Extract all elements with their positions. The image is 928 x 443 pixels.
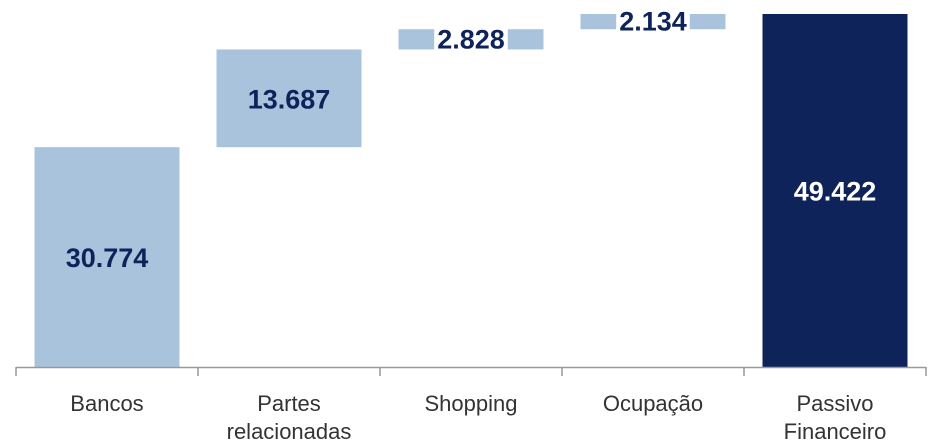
data-label-background <box>434 23 508 56</box>
x-tick-label: Passivo Financeiro <box>784 391 887 443</box>
data-label: 13.687 <box>248 84 331 114</box>
x-axis: Bancos Partes relacionadas Shopping Ocupação… <box>15 366 927 443</box>
x-tick-label: Ocupação <box>603 391 703 416</box>
bar-total <box>762 14 908 367</box>
data-label: 30.774 <box>66 243 149 273</box>
data-label: 2.134 <box>619 7 687 37</box>
x-tick-label: Bancos <box>70 391 143 416</box>
data-label: 2.828 <box>437 24 505 54</box>
bar-increment <box>34 147 180 367</box>
data-label-background <box>616 5 690 38</box>
bar-increment <box>216 49 362 148</box>
x-tick-label: Shopping <box>425 391 518 416</box>
bars-layer <box>34 13 908 367</box>
x-tick-label: Partes relacionadas <box>227 391 352 443</box>
labels-layer: 30.774 13.687 2.828 2.134 49.422 <box>66 5 877 273</box>
data-label: 49.422 <box>794 177 877 207</box>
